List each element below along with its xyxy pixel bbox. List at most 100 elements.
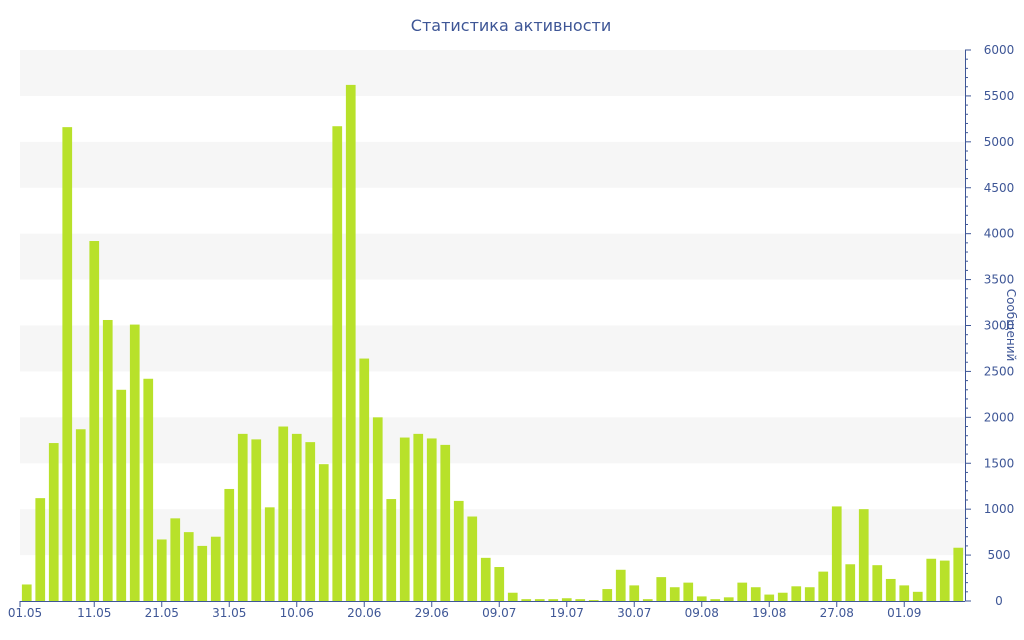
y-ticks-group: 0 500 1000 1500 2000 2500 3000 3500 4000 4500 5000… xyxy=(965,43,1014,608)
grid-band xyxy=(20,141,965,188)
bar xyxy=(521,599,532,601)
bar xyxy=(89,241,100,601)
x-tick-label: 19.07 xyxy=(550,606,584,620)
y-tick-label: 1000 xyxy=(984,502,1015,516)
bar xyxy=(534,599,545,601)
bar xyxy=(332,126,343,601)
bar xyxy=(453,500,464,601)
bar xyxy=(251,439,262,601)
bar xyxy=(939,560,950,601)
bar xyxy=(345,84,356,601)
y-tick-label: 4000 xyxy=(984,227,1015,241)
bar xyxy=(102,319,113,601)
grid-band xyxy=(20,325,965,372)
bar xyxy=(143,378,154,601)
bar xyxy=(696,596,707,601)
bar xyxy=(845,564,856,601)
bar xyxy=(372,417,383,601)
x-tick-label: 31.05 xyxy=(212,606,246,620)
bar xyxy=(264,507,275,601)
bar xyxy=(183,532,194,601)
bar xyxy=(210,536,221,601)
y-tick-label: 5500 xyxy=(984,89,1015,103)
bar xyxy=(872,565,883,601)
bar xyxy=(237,433,248,601)
bar xyxy=(588,600,599,601)
bar xyxy=(683,582,694,601)
bar xyxy=(170,518,181,601)
bar xyxy=(791,586,802,601)
bar xyxy=(440,444,451,601)
bar xyxy=(723,597,734,601)
y-tick-label: 2500 xyxy=(984,364,1015,378)
bar xyxy=(777,592,788,601)
bar xyxy=(75,429,86,601)
bar xyxy=(750,587,761,601)
bar xyxy=(953,547,964,601)
bar xyxy=(426,438,437,601)
bar xyxy=(291,433,302,601)
y-tick-label: 1500 xyxy=(984,456,1015,470)
bar xyxy=(467,516,478,601)
bar xyxy=(737,582,748,601)
bar xyxy=(899,585,910,601)
bar xyxy=(305,442,316,601)
bar xyxy=(62,127,73,601)
bar xyxy=(480,557,491,601)
bar xyxy=(858,509,869,601)
x-tick-label: 20.06 xyxy=(347,606,381,620)
bar xyxy=(399,437,410,601)
y-tick-label: 0 xyxy=(995,594,1003,608)
y-tick-label: 3000 xyxy=(984,319,1015,333)
bar xyxy=(197,545,208,601)
bar xyxy=(885,578,896,601)
y-tick-label: 6000 xyxy=(984,43,1015,57)
x-tick-label: 01.09 xyxy=(887,606,921,620)
bar xyxy=(129,324,140,601)
chart-title: Статистика активности xyxy=(411,16,611,35)
grid-bands xyxy=(20,50,965,556)
x-tick-label: 30.07 xyxy=(617,606,651,620)
x-tick-label: 27.08 xyxy=(820,606,854,620)
x-tick-label: 11.05 xyxy=(77,606,111,620)
x-tick-label: 29.06 xyxy=(415,606,449,620)
y-tick-label: 4500 xyxy=(984,181,1015,195)
bar xyxy=(926,558,937,601)
grid-band xyxy=(20,50,965,96)
y-tick-label: 500 xyxy=(988,548,1011,562)
y-axis-label: Сообщений xyxy=(1004,289,1018,362)
bar xyxy=(602,589,613,601)
bar xyxy=(669,587,680,601)
bar xyxy=(156,539,167,601)
bar xyxy=(831,506,842,601)
bar xyxy=(224,488,235,601)
bar xyxy=(818,571,829,601)
bar xyxy=(35,498,46,601)
bar xyxy=(278,426,289,601)
bar xyxy=(507,592,518,601)
bar xyxy=(21,584,32,601)
bar xyxy=(764,594,775,601)
grid-band xyxy=(20,233,965,280)
x-tick-label: 21.05 xyxy=(145,606,179,620)
bar xyxy=(710,599,721,601)
y-tick-label: 2000 xyxy=(984,410,1015,424)
x-tick-label: 01.05 xyxy=(8,606,42,620)
x-tick-label: 09.08 xyxy=(685,606,719,620)
x-ticks-group: 01.05 11.05 21.05 31.05 10.06 20.06 29.06 09.07… xyxy=(8,601,921,620)
y-tick-label: 5000 xyxy=(984,135,1015,149)
bar xyxy=(629,585,640,601)
x-tick-label: 10.06 xyxy=(280,606,314,620)
bar xyxy=(656,577,667,601)
y-tick-label: 3500 xyxy=(984,273,1015,287)
bars-group xyxy=(21,84,964,601)
x-tick-label: 09.07 xyxy=(482,606,516,620)
grid-band xyxy=(20,417,965,464)
bar xyxy=(642,599,653,601)
bar xyxy=(359,358,370,601)
bar xyxy=(494,567,505,601)
bar xyxy=(561,598,572,601)
x-tick-label: 19.08 xyxy=(752,606,786,620)
